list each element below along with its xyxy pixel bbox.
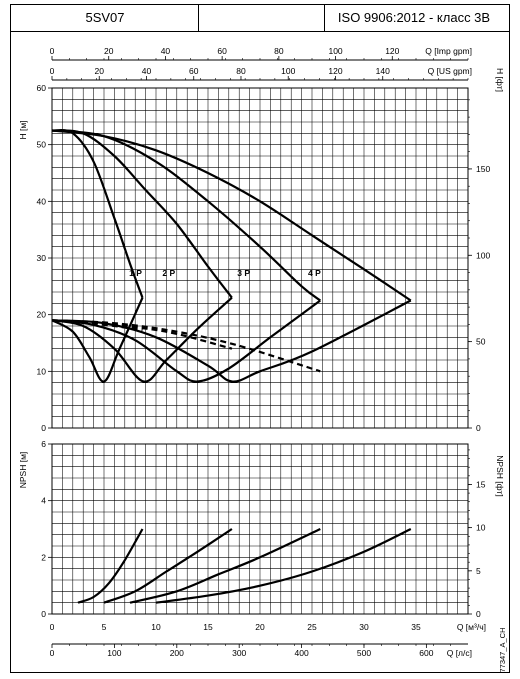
imp-gpm-axis-tick-label: 40 [161, 46, 171, 56]
npsh-ft-tick-label: 0 [476, 609, 481, 619]
npsh-m-tick-label: 0 [41, 609, 46, 619]
imp-gpm-axis-tick-label: 100 [328, 46, 342, 56]
npsh-m-tick-label: 6 [41, 439, 46, 449]
imp-gpm-axis-tick-label: 120 [385, 46, 399, 56]
npsh-m-axis-label: NPSH [м] [18, 452, 28, 489]
npsh-chart-grid [52, 444, 468, 614]
npsh-curve-2 [103, 528, 233, 604]
npsh-limit-curve-8 [51, 319, 143, 332]
h-ft-axis-label: H [фт] [495, 68, 505, 92]
efficiency-curve-4 [51, 297, 144, 383]
q-ls-axis-tick-label: 600 [419, 648, 433, 658]
q-ls-axis-tick-label: 400 [294, 648, 308, 658]
h-m-tick-label: 20 [37, 310, 47, 320]
h-ft-tick-label: 50 [476, 337, 486, 347]
h-m-tick-label: 10 [37, 366, 47, 376]
imp-gpm-axis-tick-label: 80 [274, 46, 284, 56]
efficiency-curve-5 [51, 296, 233, 383]
us-gpm-axis-tick-label: 120 [328, 66, 342, 76]
h-m-tick-label: 40 [37, 196, 47, 206]
head-curve-1 [51, 129, 233, 299]
h-m-tick-label: 0 [41, 423, 46, 433]
npsh-m-tick-label: 4 [41, 496, 46, 506]
head-chart-curves: 1 P 2 P 3 P 4 P [51, 129, 412, 383]
imp-gpm-axis-tick-label: 60 [217, 46, 227, 56]
efficiency-curve-7 [51, 299, 412, 383]
us-gpm-axis-tick-label: 100 [281, 66, 295, 76]
q-m3h-axis-label: Q [м³/ч] [457, 622, 486, 632]
npsh-m-tick-label: 2 [41, 552, 46, 562]
npsh-curve-3 [129, 528, 321, 604]
q-ls-axis-tick-label: 100 [107, 648, 121, 658]
us-gpm-axis-tick-label: 40 [142, 66, 152, 76]
curve-label-3p: 3 P [237, 268, 250, 278]
outer-frame [10, 4, 510, 673]
npsh-limit-curve-9 [51, 319, 233, 350]
top-axes: 0 20 40 60 80 100 120 Q [Imp gpm]0 20 40 60 80 100 12… [37, 46, 491, 619]
curve-label-2p: 2 P [162, 268, 175, 278]
h-ft-tick-label: 0 [476, 423, 481, 433]
q-ls-axis-tick-label: 0 [50, 648, 55, 658]
us-gpm-axis-tick-label: 60 [189, 66, 199, 76]
h-m-axis-label: H [м] [18, 120, 28, 139]
us-gpm-axis-tick-label: 140 [376, 66, 390, 76]
standard-label: ISO 9906:2012 - класс 3В [338, 10, 490, 25]
q-ls-axis-tick-label: 300 [232, 648, 246, 658]
us-gpm-axis-tick-label: 80 [236, 66, 246, 76]
npsh-curve-1 [77, 528, 144, 604]
q-m3h-tick-label: 30 [359, 622, 369, 632]
npsh-ft-tick-label: 10 [476, 523, 486, 533]
imp-gpm-axis-label: Q [Imp gpm] [425, 46, 472, 56]
q-ls-axis-tick-label: 500 [357, 648, 371, 658]
q-ls-axis-tick-label: 200 [170, 648, 184, 658]
head-curve-3 [51, 129, 412, 302]
h-ft-tick-label: 100 [476, 250, 490, 260]
h-m-tick-label: 30 [37, 253, 47, 263]
us-gpm-axis-tick-label: 0 [50, 66, 55, 76]
watermark-code: 77347_A_CH [498, 627, 507, 672]
h-m-tick-label: 60 [37, 83, 47, 93]
curve-label-4p: 4 P [308, 268, 321, 278]
npsh-ft-tick-label: 5 [476, 566, 481, 576]
h-ft-tick-label: 150 [476, 164, 490, 174]
npsh-chart-border [51, 443, 469, 615]
q-m3h-tick-label: 5 [102, 622, 107, 632]
bottom-axes: 0 5 10 15 20 25 30 35 Q [м³/ч] 0 100 200 300 400 500 60… [50, 622, 486, 658]
npsh-ft-tick-label: 15 [476, 479, 486, 489]
head-chart-border [51, 87, 469, 429]
npsh-limit-curve-10 [51, 319, 321, 373]
npsh-curve-4 [155, 528, 412, 604]
us-gpm-axis-label: Q [US gpm] [428, 66, 472, 76]
q-ls-axis-label: Q [л/с] [447, 648, 472, 658]
pump-model: 5SV07 [85, 10, 124, 25]
curve-label-1p: 1 P [129, 268, 142, 278]
efficiency-curve-6 [51, 299, 321, 383]
q-m3h-tick-label: 10 [151, 622, 161, 632]
us-gpm-axis-tick-label: 20 [95, 66, 105, 76]
npsh-ft-axis-label: NPSH [фт] [495, 455, 505, 496]
imp-gpm-axis-tick-label: 0 [50, 46, 55, 56]
h-m-tick-label: 50 [37, 140, 47, 150]
q-m3h-tick-label: 35 [411, 622, 421, 632]
imp-gpm-axis-tick-label: 20 [104, 46, 114, 56]
q-m3h-tick-label: 20 [255, 622, 265, 632]
q-m3h-tick-label: 0 [50, 622, 55, 632]
q-m3h-tick-label: 15 [203, 622, 213, 632]
npsh-chart-curves [77, 528, 412, 604]
q-m3h-tick-label: 25 [307, 622, 317, 632]
